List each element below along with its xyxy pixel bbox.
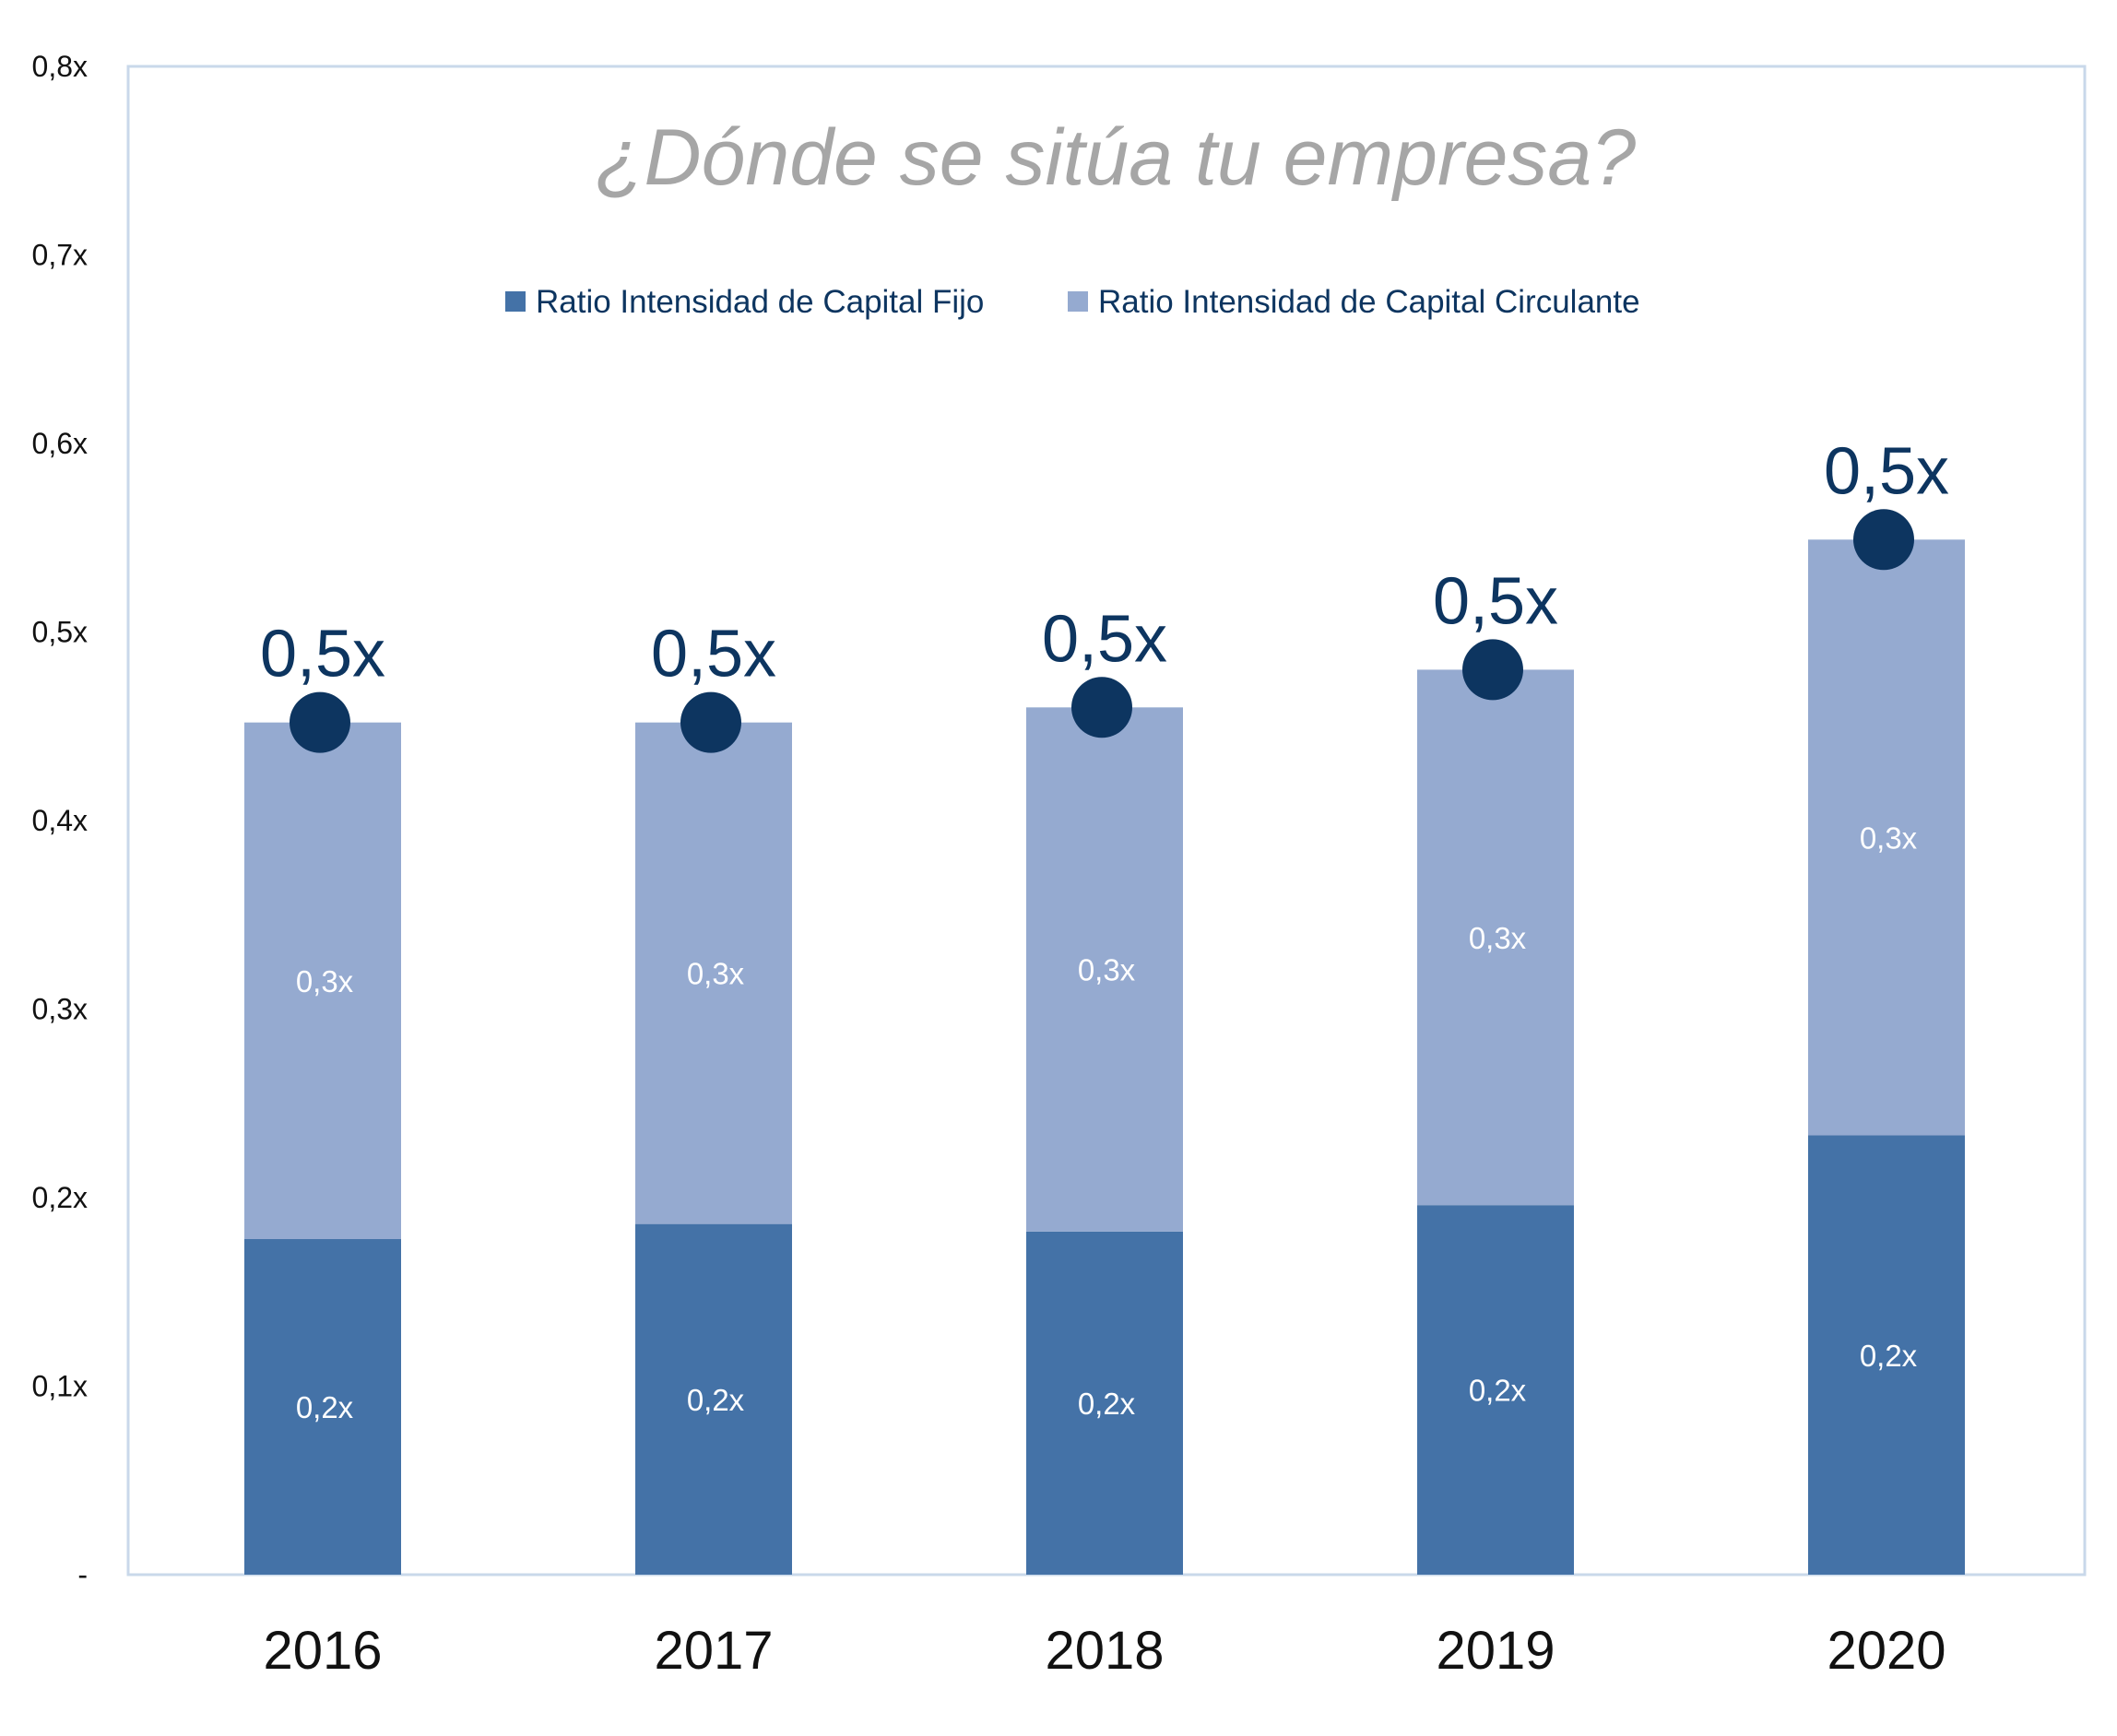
bar-value-label: 0,2x (687, 1383, 745, 1417)
bar-segment-fijo (1808, 1135, 1965, 1575)
bars (244, 539, 1965, 1575)
y-tick-label: 0,8x (32, 50, 88, 83)
total-value-label: 0,5x (1824, 434, 1949, 508)
total-marker (680, 691, 741, 753)
segment-labels: 0,2x 0,3x 0,2x 0,3x 0,2x 0,3x 0,2x 0,3x 0,2x 0,3x (296, 821, 1918, 1424)
bar-segment-circulante (635, 722, 792, 1224)
bar-segment-circulante (244, 722, 401, 1239)
y-tick-label: 0,5x (32, 616, 88, 649)
bar-value-label: 0,2x (1860, 1339, 1918, 1373)
bar-value-label: 0,3x (296, 964, 354, 998)
bar-value-label: 0,3x (1469, 921, 1527, 955)
total-marker (1462, 639, 1523, 701)
bar-value-label: 0,3x (1860, 821, 1918, 855)
y-tick-label: 0,1x (32, 1370, 88, 1403)
bar-value-label: 0,2x (1078, 1387, 1136, 1421)
y-tick-label: 0,7x (32, 239, 88, 272)
bar-segment-fijo (1417, 1205, 1574, 1575)
total-marker (290, 691, 350, 753)
bar-segment-fijo (244, 1238, 401, 1575)
bar-segment-fijo (1026, 1231, 1183, 1575)
legend: Ratio Intensidad de Capital Fijo Ratio I… (505, 284, 1640, 320)
total-markers: 0,5x 0,5x 0,5x 0,5x 0,5x (260, 434, 1949, 753)
total-value-label: 0,5x (260, 618, 385, 691)
x-tick-label: 2019 (1436, 1621, 1555, 1681)
y-axis: - 0,1x 0,2x 0,3x 0,4x 0,5x 0,6x 0,7x 0,8x (32, 50, 88, 1591)
bar-segment-circulante (1026, 707, 1183, 1232)
x-tick-label: 2018 (1045, 1621, 1164, 1681)
total-marker (1853, 509, 1914, 571)
total-value-label: 0,5x (1042, 602, 1167, 676)
bar-segment-circulante (1417, 669, 1574, 1206)
y-tick-label: 0,6x (32, 427, 88, 460)
legend-swatch-fijo (505, 291, 526, 312)
total-marker (1071, 677, 1132, 738)
x-tick-label: 2020 (1827, 1621, 1946, 1681)
bar-segment-circulante (1808, 539, 1965, 1136)
x-axis: 2016 2017 2018 2019 2020 (263, 1621, 1946, 1681)
bar-value-label: 0,2x (296, 1390, 354, 1424)
chart-title: ¿Dónde se sitúa tu empresa? (596, 113, 1636, 202)
bar-value-label: 0,2x (1469, 1374, 1527, 1408)
total-value-label: 0,5x (1433, 564, 1558, 638)
legend-label-circulante: Ratio Intensidad de Capital Circulante (1098, 284, 1640, 320)
x-tick-label: 2016 (263, 1621, 382, 1681)
legend-swatch-circulante (1068, 291, 1088, 312)
legend-label-fijo: Ratio Intensidad de Capital Fijo (536, 284, 984, 320)
y-tick-label: 0,4x (32, 804, 88, 837)
y-tick-label: 0,3x (32, 993, 88, 1026)
y-tick-label: - (77, 1558, 88, 1591)
x-tick-label: 2017 (654, 1621, 773, 1681)
bar-value-label: 0,3x (1078, 953, 1136, 987)
bar-segment-fijo (635, 1223, 792, 1575)
bar-value-label: 0,3x (687, 957, 745, 991)
total-value-label: 0,5x (651, 618, 776, 691)
y-tick-label: 0,2x (32, 1181, 88, 1214)
